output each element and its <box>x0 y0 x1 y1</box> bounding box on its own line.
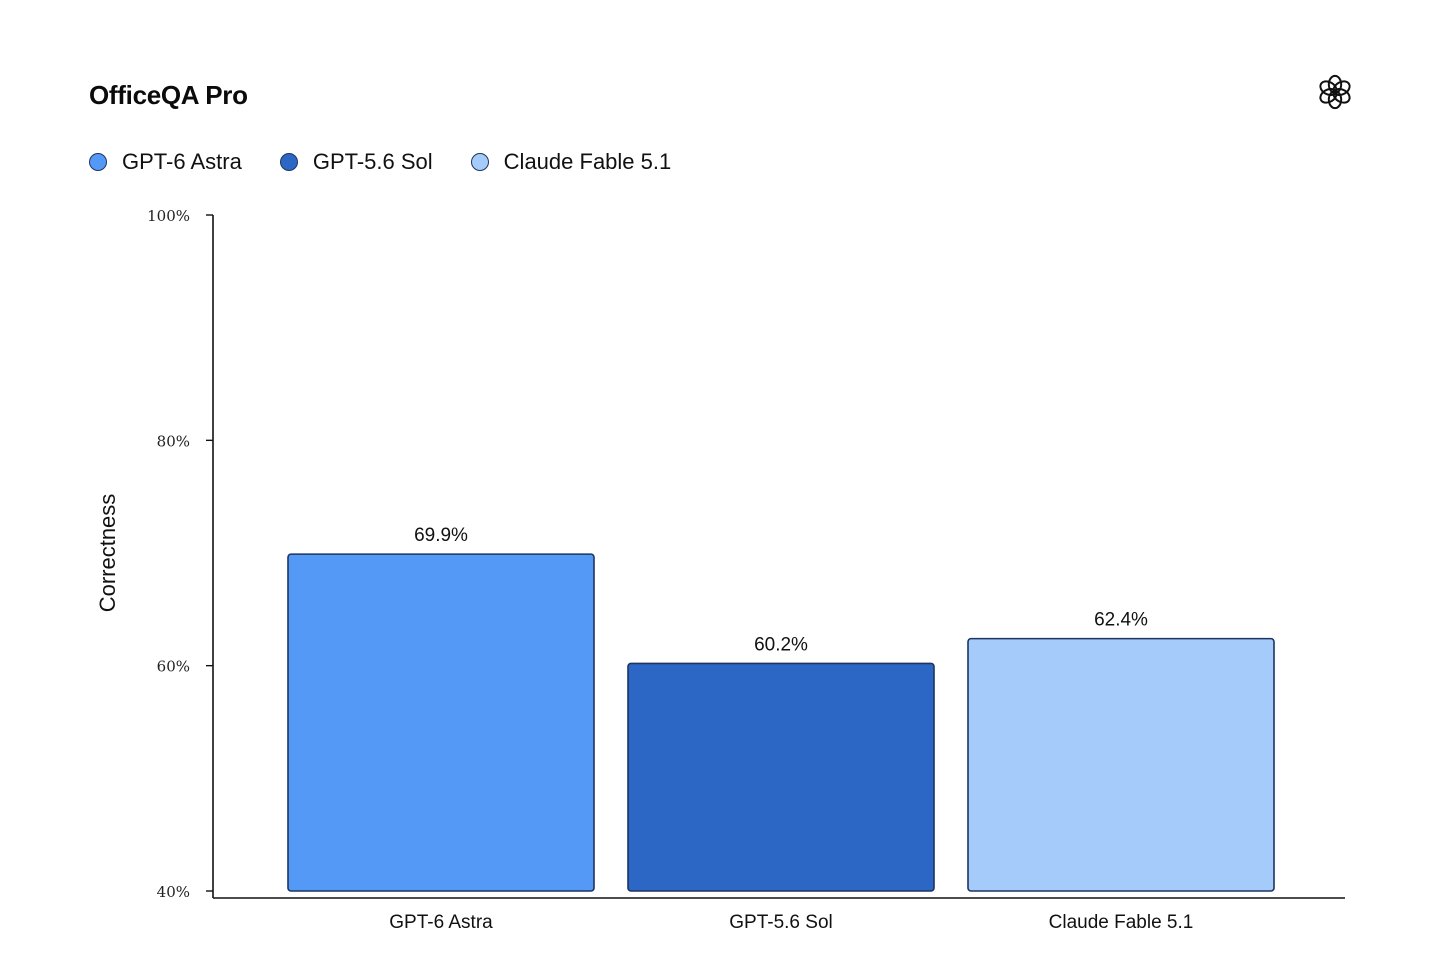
bar <box>287 553 595 892</box>
legend-swatch <box>89 153 107 171</box>
legend-label: GPT-6 Astra <box>122 149 242 174</box>
x-tick-label: GPT-5.6 Sol <box>729 912 833 933</box>
chart-legend: GPT-6 Astra GPT-5.6 Sol Claude Fable 5.1 <box>89 146 709 178</box>
legend-swatch <box>279 153 298 171</box>
bar <box>627 662 935 892</box>
bar <box>967 637 1275 892</box>
data-label: 60.2% <box>754 634 808 655</box>
legend-label: GPT-5.6 Sol <box>312 149 433 174</box>
y-tick-label: 40% <box>157 883 190 901</box>
x-tick-label: GPT-6 Astra <box>389 912 493 933</box>
legend-item-gpt-6-astra: GPT-6 Astra <box>89 149 242 175</box>
legend-label: Claude Fable 5.1 <box>503 149 672 174</box>
y-axis-title: Correctness <box>95 494 120 613</box>
y-tick-label: 80% <box>157 432 190 450</box>
data-label: 62.4% <box>1094 610 1148 631</box>
y-tick-label: 60% <box>157 658 190 676</box>
data-label: 69.9% <box>414 525 468 546</box>
chart-title: OfficeQA Pro <box>89 80 248 110</box>
openai-logo-icon <box>1319 74 1351 110</box>
legend-item-gpt-5-6-sol: GPT-5.6 Sol <box>279 149 433 175</box>
legend-item-claude-fable-5-1: Claude Fable 5.1 <box>470 149 672 175</box>
legend-swatch <box>470 153 489 171</box>
y-tick-label: 100% <box>147 207 190 225</box>
x-tick-label: Claude Fable 5.1 <box>1049 912 1194 933</box>
